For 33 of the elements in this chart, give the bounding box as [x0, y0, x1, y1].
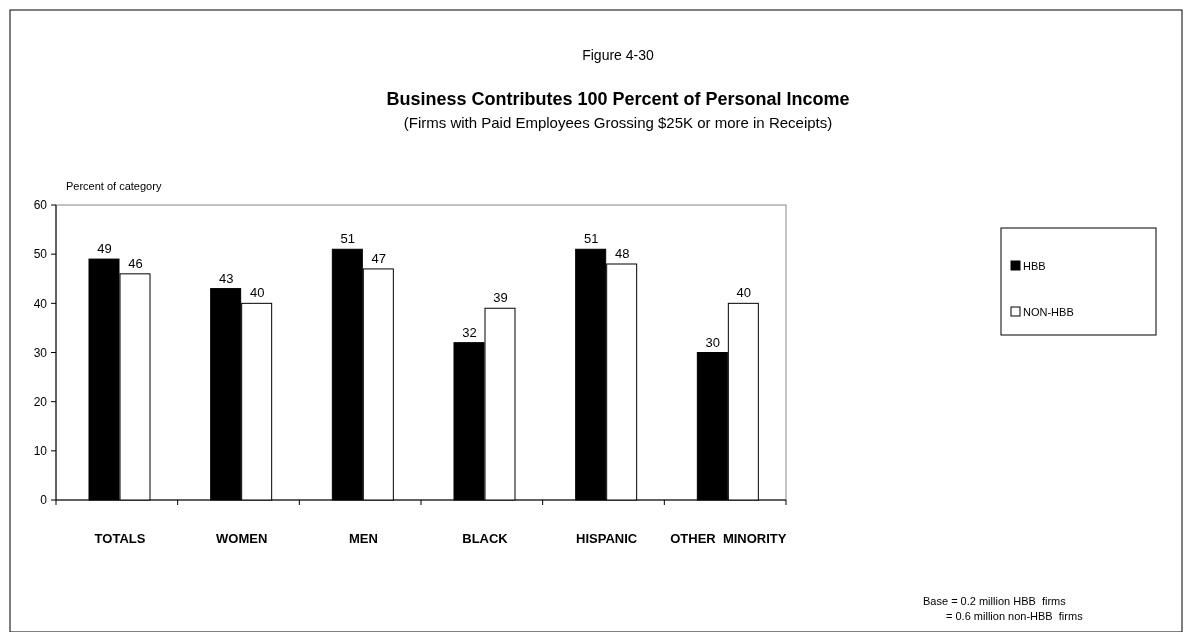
legend-label: HBB	[1023, 260, 1046, 272]
y-tick-label: 40	[33, 296, 48, 311]
caption: Figure 4-30	[582, 47, 655, 63]
y-tick-label: 0	[40, 493, 48, 508]
y-axis-title: Percent of category	[66, 180, 162, 192]
data-label: 51	[340, 231, 356, 247]
y-tick-label: 10	[33, 444, 48, 459]
data-label: 47	[371, 250, 387, 266]
y-tick-label: 60	[33, 198, 48, 213]
data-label: 32	[462, 324, 477, 340]
data-label: 48	[614, 246, 630, 261]
legend-label: NON-HBB	[1023, 306, 1074, 318]
x-tick-label: BLACK	[462, 531, 509, 546]
y-tick-label: 20	[33, 394, 48, 409]
data-label: 51	[583, 231, 599, 247]
data-label: 43	[218, 270, 234, 286]
data-label: 46	[128, 255, 143, 271]
data-label: 39	[493, 290, 508, 306]
data-label: 49	[97, 241, 112, 257]
data-label: 40	[736, 285, 752, 301]
x-tick-label: WOMEN	[216, 531, 268, 546]
y-tick-label: 30	[33, 345, 48, 360]
x-tick-label: OTHER MINORITY	[670, 531, 787, 546]
data-label: 30	[705, 334, 721, 350]
y-tick-label: 50	[33, 247, 48, 262]
text: = 0.6 million non-HBB firms	[946, 610, 1084, 622]
data-label: 40	[249, 285, 265, 301]
text: Base = 0.2 million HBB firms	[923, 595, 1067, 607]
x-tick-label: HISPANIC	[576, 531, 638, 546]
x-tick-label: MEN	[348, 531, 378, 546]
chart-subtitle: (Firms with Paid Employees Grossing $25K or more in Receipts)	[403, 114, 833, 131]
chart-title: Business Contributes 100 Percent of Personal Income	[386, 89, 850, 109]
x-tick-label: TOTALS	[94, 531, 146, 546]
